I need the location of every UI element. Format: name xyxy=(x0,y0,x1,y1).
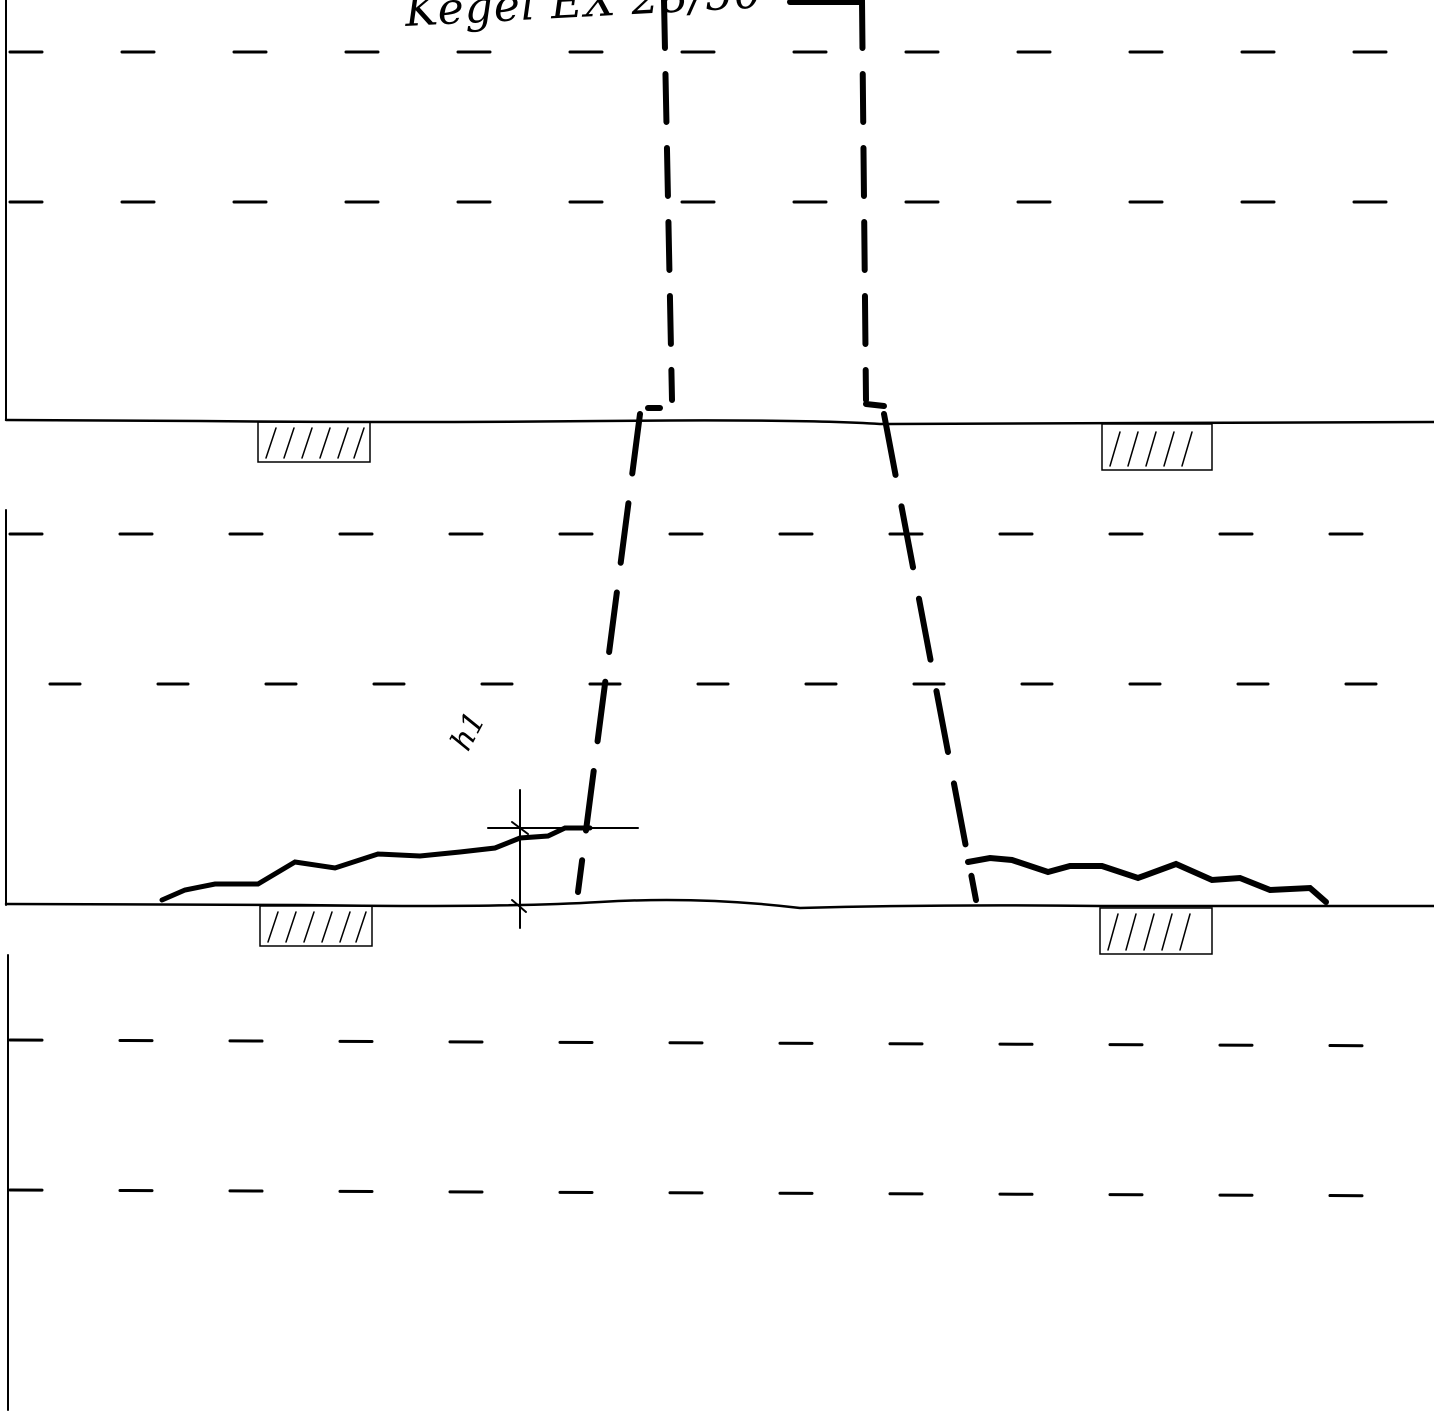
cone-left-wall-lower xyxy=(575,411,643,895)
right-deposit-profile xyxy=(965,854,1329,905)
guide-line xyxy=(8,1038,1434,1048)
base-line-2 xyxy=(4,898,1434,910)
support-block xyxy=(259,905,373,947)
cone-right-wall-upper xyxy=(859,0,869,403)
cone-right-step xyxy=(863,401,887,409)
cone-right-wall-lower xyxy=(881,411,979,903)
guide-line xyxy=(8,1188,1434,1198)
cone-left-wall-upper xyxy=(661,0,675,403)
dimension-tick xyxy=(511,899,527,913)
support-block xyxy=(1099,907,1213,955)
left-deposit-profile xyxy=(159,825,593,903)
support-block xyxy=(1101,423,1213,471)
support-block xyxy=(257,421,371,463)
dimension-tick xyxy=(511,821,529,835)
base-line-1 xyxy=(4,418,1434,426)
